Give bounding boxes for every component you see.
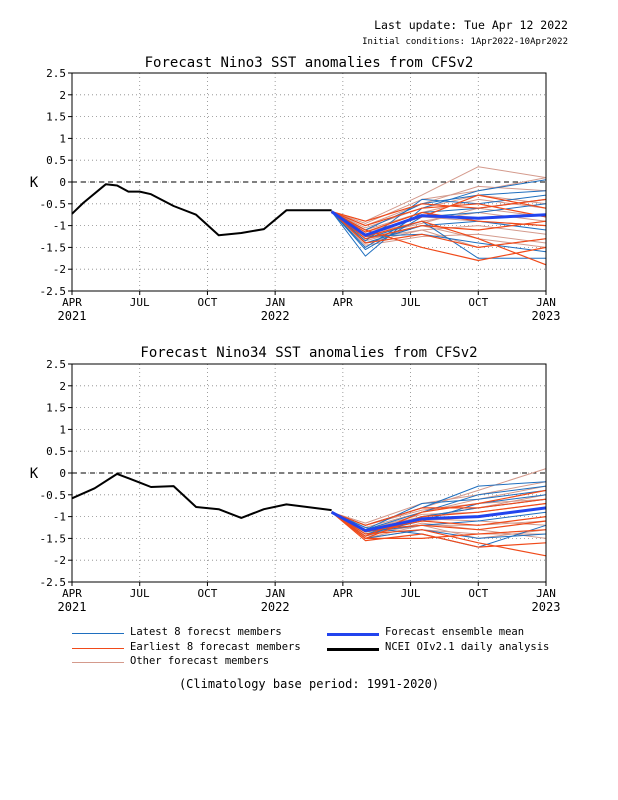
- nino3-ytick-label: 1: [59, 132, 66, 145]
- legend-earliest-label: Earliest 8 forecast members: [130, 641, 301, 653]
- nino3-ytick-label: -2.5: [40, 285, 67, 298]
- nino34-earliest-member-line: [331, 498, 547, 526]
- nino34-xtick-month: JUL: [130, 587, 150, 600]
- nino3-earliest-member-line: [331, 211, 547, 248]
- nino3-title: Forecast Nino3 SST anomalies from CFSv2: [145, 55, 474, 71]
- legend-analysis-label: NCEI OIv2.1 daily analysis: [385, 641, 550, 653]
- nino34-ytick-label: -2.5: [40, 576, 67, 589]
- nino34-xtick-year: 2021: [58, 600, 87, 614]
- nino34-ytick-label: 1: [59, 423, 66, 436]
- nino34-xtick-month: JAN: [265, 587, 285, 600]
- nino34-ytick-label: -1: [53, 511, 66, 524]
- nino3-xtick-month: JAN: [536, 296, 556, 309]
- nino3-earliest-member-line: [331, 211, 547, 240]
- nino3-ytick-label: -1: [53, 220, 66, 233]
- nino34-ytick-label: 1.5: [46, 402, 66, 415]
- nino3-earliest-member-line: [331, 211, 547, 233]
- nino3-ytick-label: -0.5: [40, 198, 67, 211]
- nino34-xtick-year: 2022: [261, 600, 290, 614]
- nino34-ytick-label: 2.5: [46, 358, 66, 371]
- nino34-ytick-label: -1.5: [40, 532, 67, 545]
- nino34-earliest-member-line: [331, 511, 547, 540]
- nino3-xtick-month: APR: [333, 296, 353, 309]
- nino3-xtick-year: 2021: [58, 309, 87, 323]
- nino3-ylabel: K: [30, 175, 39, 191]
- nino34-ytick-label: 0: [59, 467, 66, 480]
- nino3-earliest-member-line: [331, 198, 547, 222]
- last-update-text: Last update: Tue Apr 12 2022: [374, 18, 568, 32]
- nino3-earliest-member-line: [331, 203, 547, 227]
- nino3-xtick-month: JUL: [401, 296, 421, 309]
- nino3-chart: Forecast Nino3 SST anomalies from CFSv2 2…: [30, 55, 561, 323]
- nino3-latest-member-line: [331, 194, 547, 242]
- legend-earliest-swatch: [72, 648, 124, 649]
- nino34-analysis-line: [71, 472, 332, 519]
- nino3-ytick-label: 0.5: [46, 154, 66, 167]
- legend-other-label: Other forecast members: [130, 655, 270, 667]
- legend-latest-label: Latest 8 forecst members: [130, 626, 282, 638]
- nino3-xtick-month: OCT: [197, 296, 217, 309]
- nino34-xtick-month: OCT: [468, 587, 488, 600]
- nino3-xtick-month: APR: [62, 296, 82, 309]
- nino34-ensemble-mean-line: [330, 506, 547, 533]
- nino3-earliest-member-line: [331, 211, 547, 262]
- legend-other-swatch: [72, 662, 124, 663]
- nino34-ytick-label: 2: [59, 380, 66, 393]
- climatology-footnote: (Climatology base period: 1991-2020): [178, 677, 440, 691]
- nino34-xtick-month: OCT: [197, 587, 217, 600]
- nino34-xtick-month: APR: [62, 587, 82, 600]
- nino3-ytick-label: -1.5: [40, 241, 67, 254]
- nino34-ytick-label: 0.5: [46, 445, 66, 458]
- nino3-ensemble-mean-line: [330, 210, 547, 237]
- nino34-earliest-member-line: [331, 511, 547, 548]
- nino34-earliest-member-line: [331, 511, 547, 557]
- nino3-xtick-month: JAN: [265, 296, 285, 309]
- nino34-ylabel: K: [30, 466, 39, 482]
- nino3-xtick-year: 2023: [532, 309, 561, 323]
- nino3-analysis-line: [71, 183, 332, 237]
- nino34-xtick-month: APR: [333, 587, 353, 600]
- nino3-ytick-label: 2.5: [46, 67, 66, 80]
- nino34-xtick-year: 2023: [532, 600, 561, 614]
- nino34-ytick-label: -0.5: [40, 489, 67, 502]
- nino34-ytick-label: -2: [53, 554, 66, 567]
- nino3-xtick-month: OCT: [468, 296, 488, 309]
- nino3-other-member-line: [331, 185, 547, 227]
- nino34-xtick-month: JAN: [536, 587, 556, 600]
- legend-mean-label: Forecast ensemble mean: [385, 626, 525, 638]
- nino34-title: Forecast Nino34 SST anomalies from CFSv2: [140, 345, 477, 361]
- nino3-ytick-label: 0: [59, 176, 66, 189]
- nino34-chart: Forecast Nino34 SST anomalies from CFSv2…: [30, 345, 561, 614]
- legend-latest-swatch: [72, 633, 124, 634]
- legend-analysis-swatch: [327, 648, 379, 651]
- nino3-plot-frame: [71, 72, 547, 292]
- nino34-plot-frame: [71, 363, 547, 583]
- nino3-ytick-label: 2: [59, 89, 66, 102]
- nino3-other-member-line: [331, 211, 547, 246]
- nino3-ytick-label: 1.5: [46, 111, 66, 124]
- legend-mean-swatch: [327, 633, 379, 636]
- nino3-xtick-month: JUL: [130, 296, 150, 309]
- nino34-xtick-month: JUL: [401, 587, 421, 600]
- nino3-xtick-year: 2022: [261, 309, 290, 323]
- initial-conditions-text: Initial conditions: 1Apr2022-10Apr2022: [362, 37, 568, 47]
- nino34-earliest-member-line: [331, 489, 547, 537]
- nino3-ytick-label: -2: [53, 263, 66, 276]
